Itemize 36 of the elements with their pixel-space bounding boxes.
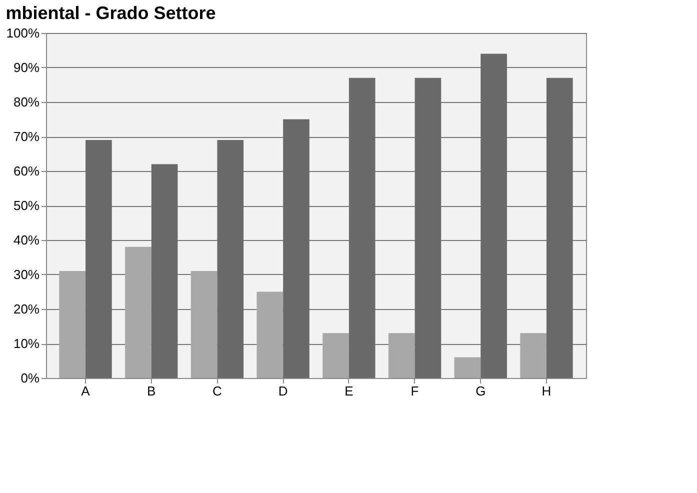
bar	[414, 78, 442, 378]
y-tick-label: 0%	[20, 370, 40, 386]
x-tick-label: H	[542, 384, 552, 398]
bar	[322, 333, 349, 378]
y-tick-label: 100%	[6, 26, 40, 40]
bar	[217, 140, 244, 378]
chart-title: mbiental - Grado Settore	[6, 3, 216, 23]
bar	[151, 164, 178, 378]
y-tick-label: 50%	[13, 198, 40, 213]
bar	[454, 357, 481, 378]
bar	[125, 246, 152, 378]
x-tick-label: G	[476, 384, 486, 398]
x-tick-label: C	[212, 384, 222, 398]
x-tick-label: F	[410, 384, 419, 398]
bar	[388, 333, 415, 378]
bar	[348, 78, 376, 378]
bar	[283, 119, 310, 378]
y-tick-label: 90%	[13, 60, 40, 75]
bar	[86, 140, 112, 378]
bar	[256, 292, 284, 378]
y-tick-label: 70%	[13, 129, 40, 144]
x-tick-label: D	[278, 384, 288, 398]
y-tick-label: 80%	[13, 94, 40, 110]
x-tick-label: E	[344, 384, 354, 398]
y-tick-label: 60%	[13, 164, 40, 178]
y-tick-label: 20%	[13, 302, 40, 316]
y-tick-label: 10%	[13, 336, 40, 351]
bar	[480, 54, 507, 378]
bar	[59, 271, 86, 378]
bar	[190, 271, 218, 378]
y-tick-label: 40%	[13, 232, 40, 248]
bar	[520, 333, 546, 378]
x-tick-label: A	[81, 384, 90, 398]
y-tick-label: 30%	[13, 267, 40, 282]
bar	[546, 78, 573, 378]
x-tick-label: B	[147, 384, 156, 398]
